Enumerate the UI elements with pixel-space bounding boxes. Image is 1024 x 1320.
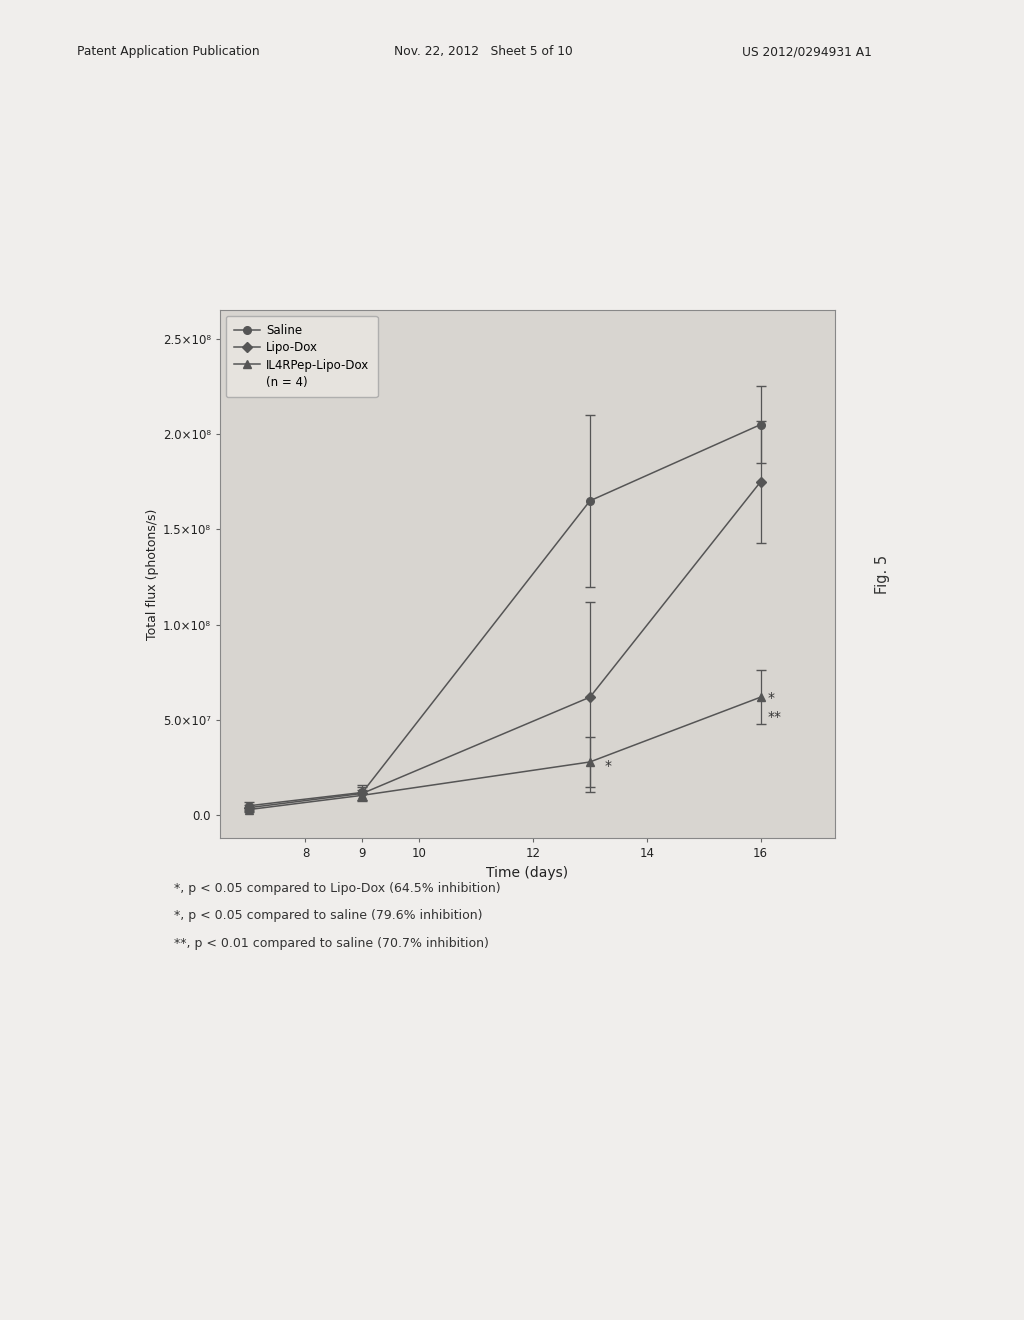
X-axis label: Time (days): Time (days): [486, 866, 568, 880]
Text: Fig. 5: Fig. 5: [876, 554, 890, 594]
Text: *: *: [767, 690, 774, 705]
Y-axis label: Total flux (photons/s): Total flux (photons/s): [146, 508, 159, 640]
Text: **, p < 0.01 compared to saline (70.7% inhibition): **, p < 0.01 compared to saline (70.7% i…: [174, 937, 488, 950]
Text: **: **: [767, 710, 781, 723]
Text: US 2012/0294931 A1: US 2012/0294931 A1: [742, 45, 872, 58]
Text: *, p < 0.05 compared to saline (79.6% inhibition): *, p < 0.05 compared to saline (79.6% in…: [174, 909, 482, 923]
Text: *: *: [604, 759, 611, 774]
Text: *, p < 0.05 compared to Lipo-Dox (64.5% inhibition): *, p < 0.05 compared to Lipo-Dox (64.5% …: [174, 882, 501, 895]
Legend: Saline, Lipo-Dox, IL4RPep-Lipo-Dox, (n = 4): Saline, Lipo-Dox, IL4RPep-Lipo-Dox, (n =…: [226, 315, 378, 397]
Text: Patent Application Publication: Patent Application Publication: [77, 45, 259, 58]
Text: Nov. 22, 2012   Sheet 5 of 10: Nov. 22, 2012 Sheet 5 of 10: [394, 45, 573, 58]
